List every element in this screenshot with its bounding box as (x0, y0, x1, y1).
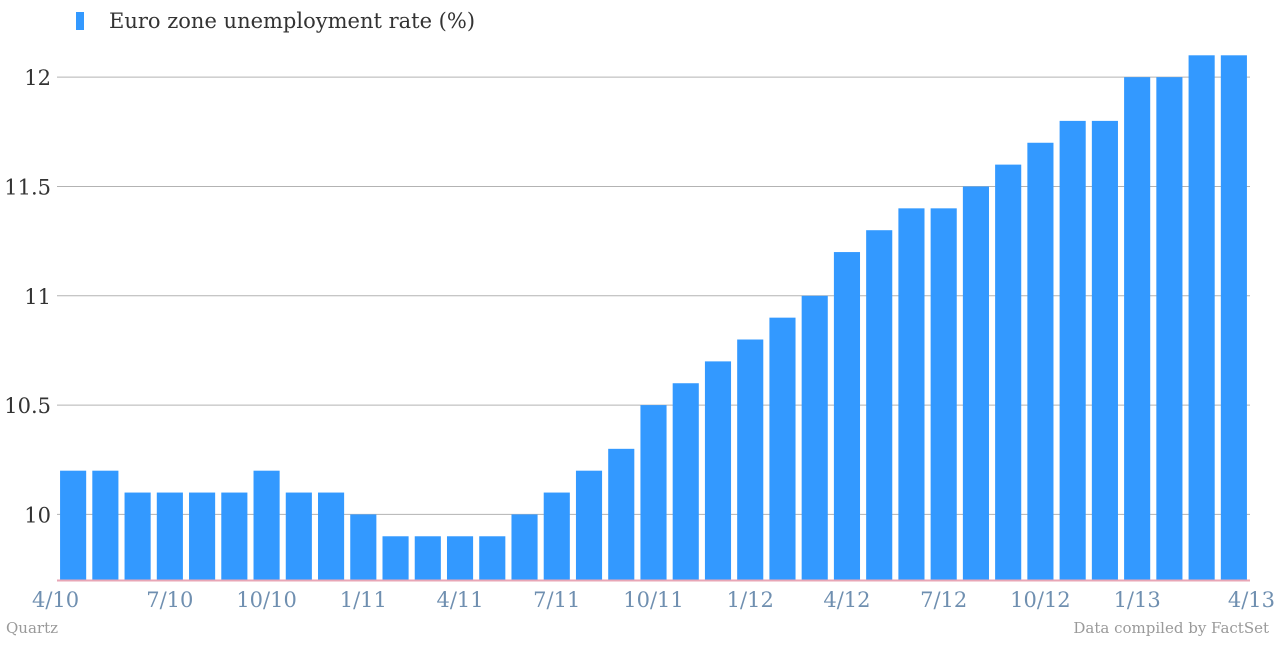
x-tick-label: 10/11 (623, 588, 684, 612)
bar-7-11 (543, 492, 570, 580)
bar-5-12 (866, 230, 893, 580)
bar-3-11 (414, 536, 441, 580)
x-tick-label: 4/13 (1228, 588, 1275, 612)
bar-9-11 (608, 448, 635, 580)
x-tick-label: 4/11 (436, 588, 483, 612)
bar-4-11 (446, 536, 474, 580)
bar-10-10 (253, 470, 280, 580)
source-credit-left: Quartz (6, 619, 59, 637)
bar-3-13 (1188, 55, 1215, 580)
bar-10-12 (1027, 142, 1054, 580)
bar-8-10 (189, 492, 216, 580)
legend-label: Euro zone unemployment rate (%) (109, 9, 476, 33)
y-tick-label: 10.5 (4, 394, 51, 418)
bar-5-11 (479, 536, 506, 580)
bar-1-13 (1124, 77, 1151, 581)
y-tick-label: 11 (24, 285, 51, 309)
bar-2-12 (769, 317, 796, 580)
x-tick-label: 7/11 (533, 588, 580, 612)
bar-2-11 (382, 536, 409, 580)
bar-6-12 (898, 208, 925, 580)
legend-swatch (76, 12, 84, 30)
bar-7-10 (156, 492, 183, 580)
bar-11-12 (1059, 120, 1086, 580)
bar-6-11 (511, 514, 538, 580)
bar-5-10 (92, 470, 119, 580)
bar-2-13 (1156, 77, 1183, 581)
y-tick-label: 12 (24, 66, 51, 90)
bar-6-10 (124, 492, 151, 580)
x-tick-label: 1/11 (340, 588, 387, 612)
x-tick-label: 10/12 (1010, 588, 1071, 612)
bar-8-11 (575, 470, 603, 580)
x-tick-label: 1/12 (727, 588, 774, 612)
y-tick-label: 10 (24, 503, 51, 527)
x-tick-label: 4/10 (32, 588, 79, 612)
bar-12-12 (1091, 120, 1118, 580)
y-tick-label: 11.5 (4, 175, 51, 199)
bar-8-12 (962, 186, 989, 581)
bar-9-10 (221, 492, 248, 580)
x-tick-label: 7/10 (146, 588, 193, 612)
bar-11-10 (285, 492, 312, 580)
bar-12-10 (318, 492, 345, 580)
bar-10-11 (640, 405, 667, 580)
bar-3-12 (801, 295, 828, 580)
bar-4-10 (60, 470, 87, 580)
bar-4-12 (833, 252, 861, 581)
x-tick-label: 7/12 (920, 588, 967, 612)
bar-7-12 (930, 208, 957, 580)
bar-12-11 (704, 361, 732, 580)
bar-1-12 (737, 339, 764, 580)
bar-11-11 (672, 383, 699, 580)
bar-1-11 (350, 514, 377, 580)
x-tick-label: 10/10 (236, 588, 297, 612)
x-tick-label: 1/13 (1114, 588, 1161, 612)
x-tick-label: 4/12 (823, 588, 870, 612)
source-credit-right: Data compiled by FactSet (1073, 619, 1269, 637)
bar-9-12 (995, 164, 1022, 580)
bar-4-13 (1220, 55, 1247, 580)
chart-legend: Euro zone unemployment rate (%) (76, 6, 475, 36)
